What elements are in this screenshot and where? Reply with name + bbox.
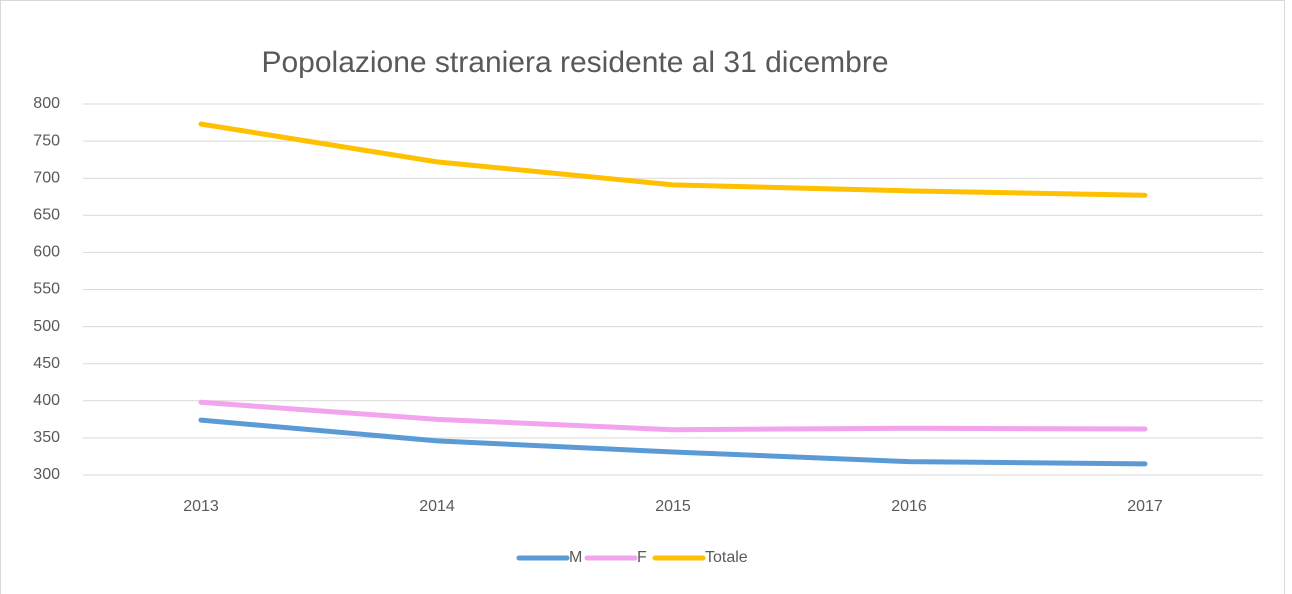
series-line <box>198 417 1148 467</box>
y-tick-label: 500 <box>33 318 60 335</box>
series-line <box>198 399 1148 433</box>
y-tick-label: 650 <box>33 207 60 224</box>
legend-label: M <box>569 549 582 566</box>
y-tick-label: 400 <box>33 392 60 409</box>
x-tick-label: 2017 <box>1127 498 1163 515</box>
x-tick-label: 2014 <box>419 498 455 515</box>
x-tick-label: 2016 <box>891 498 927 515</box>
y-tick-label: 600 <box>33 244 60 261</box>
series-line <box>198 121 1148 198</box>
y-tick-label: 750 <box>33 132 60 149</box>
legend-label: Totale <box>705 549 748 566</box>
y-tick-label: 550 <box>33 281 60 298</box>
y-tick-label: 350 <box>33 429 60 446</box>
y-tick-label: 800 <box>33 95 60 112</box>
x-tick-label: 2015 <box>655 498 691 515</box>
y-tick-label: 700 <box>33 169 60 186</box>
y-tick-label: 450 <box>33 355 60 372</box>
x-tick-label: 2013 <box>183 498 219 515</box>
y-tick-label: 300 <box>33 466 60 483</box>
chart-title: Popolazione straniera residente al 31 di… <box>261 46 888 79</box>
legend-label: F <box>637 549 647 566</box>
